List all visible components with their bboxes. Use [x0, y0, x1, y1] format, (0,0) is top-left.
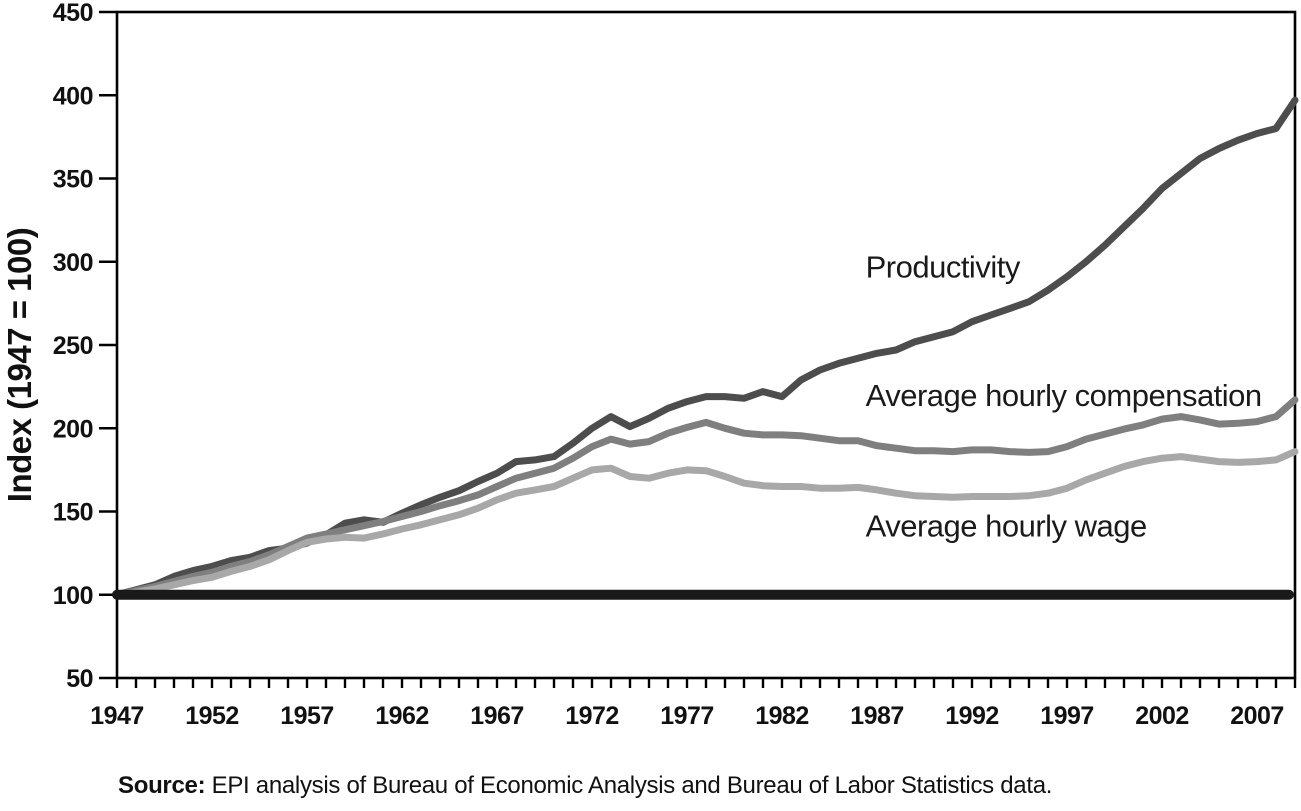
y-axis: 50 100 150 200 250 300 350 400 450	[53, 0, 117, 693]
y-tick-label: 400	[53, 82, 93, 110]
x-tick-label: 1972	[565, 702, 619, 730]
x-tick-label: 1997	[1040, 702, 1094, 730]
x-tick-label: 1952	[185, 702, 239, 730]
series-labels: Productivity Average hourly compensation A…	[866, 250, 1263, 544]
x-tick-label: 1977	[660, 702, 714, 730]
plot-frame	[115, 10, 1297, 680]
x-tick-label: 1967	[470, 702, 524, 730]
average-hourly-compensation-line	[113, 396, 1299, 599]
x-axis: 1947 1952 1957 1962 1967 1972 1977 1982 1987 1992…	[90, 678, 1297, 730]
y-tick-label: 250	[53, 332, 93, 360]
y-tick-label: 350	[53, 166, 93, 194]
average-hourly-compensation-label: Average hourly compensation	[866, 378, 1262, 413]
y-tick-label: 200	[53, 415, 93, 443]
y-tick-label: 450	[53, 0, 93, 27]
x-tick-label: 1957	[280, 702, 334, 730]
x-tick-label: 2002	[1135, 702, 1189, 730]
x-tick-label: 2007	[1230, 702, 1284, 730]
x-tick-label: 1982	[755, 702, 809, 730]
y-tick-label: 300	[53, 249, 93, 277]
source-line: Source: EPI analysis of Bureau of Econom…	[118, 772, 1052, 800]
y-tick-label: 150	[53, 499, 93, 527]
y-tick-label: 50	[66, 665, 93, 693]
series-lines	[113, 96, 1299, 599]
x-tick-label: 1987	[850, 702, 904, 730]
source-text: EPI analysis of Bureau of Economic Analy…	[205, 772, 1053, 799]
productivity-label: Productivity	[866, 250, 1021, 285]
y-axis-title: Index (1947 = 100)	[1, 227, 38, 503]
x-tick-label: 1962	[375, 702, 429, 730]
x-tick-label: 1992	[945, 702, 999, 730]
y-tick-label: 100	[53, 582, 93, 610]
average-hourly-wage-line	[113, 448, 1299, 599]
average-hourly-wage-label: Average hourly wage	[866, 509, 1147, 544]
x-tick-label: 1947	[90, 702, 144, 730]
source-label: Source:	[118, 772, 206, 799]
